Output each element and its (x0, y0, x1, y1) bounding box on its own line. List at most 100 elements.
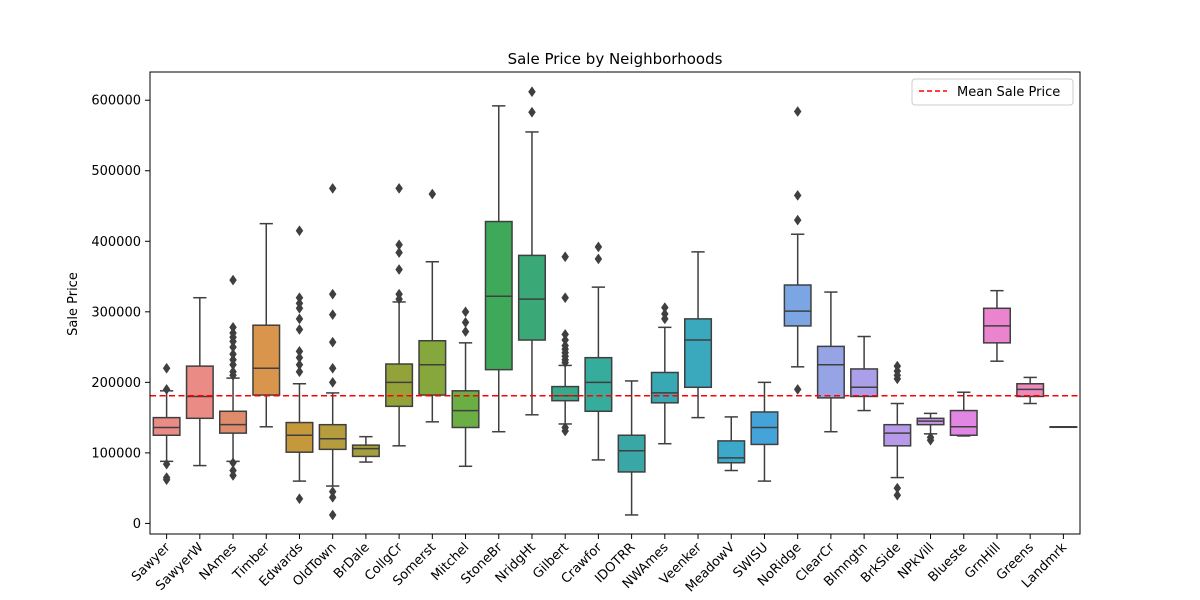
box-noridge (783, 106, 812, 395)
outlier-point (295, 297, 304, 309)
outlier-point (295, 225, 304, 237)
outlier-point (328, 486, 337, 498)
outlier-point (793, 189, 802, 201)
outlier-point (793, 383, 802, 395)
box-iqr (385, 363, 414, 408)
outlier-point (594, 241, 603, 253)
y-tick-label: 100000 (91, 446, 141, 461)
outlier-point (926, 431, 935, 443)
outlier-point (661, 302, 669, 314)
box-iqr (517, 254, 547, 341)
box-meadowv (717, 416, 746, 472)
box-swisu (750, 381, 779, 482)
outlier-point (328, 309, 337, 321)
y-tick-label: 200000 (91, 376, 141, 391)
y-tick-label: 600000 (91, 94, 141, 109)
outlier-point (395, 182, 403, 194)
box-iqr (717, 440, 746, 464)
box-grnhill (982, 289, 1012, 362)
outlier-point (528, 86, 536, 98)
box-crawfor (584, 241, 613, 461)
box-sawyer (152, 362, 181, 486)
outlier-point (295, 313, 304, 325)
outlier-point (229, 341, 237, 353)
outlier-point (328, 182, 337, 194)
y-tick-label: 400000 (91, 235, 141, 250)
outlier-point (295, 359, 304, 371)
x-tick-label: NAmes (197, 540, 240, 583)
outlier-point (328, 362, 337, 374)
box-blueste (949, 391, 978, 437)
outlier-point (229, 366, 237, 378)
box-iqr (418, 339, 447, 396)
box-iqr (219, 410, 248, 434)
box-edwards (285, 225, 314, 505)
box-somerst (418, 188, 447, 423)
y-tick-label: 500000 (91, 164, 141, 179)
outlier-point (594, 253, 603, 265)
outlier-point (461, 316, 470, 328)
outlier-point (229, 327, 237, 339)
outlier-point (395, 264, 403, 275)
box-gilbert (551, 251, 580, 437)
box-iqr (451, 390, 480, 429)
plot-frame (149, 71, 1081, 535)
outlier-point (328, 376, 337, 388)
outlier-point (793, 214, 802, 226)
outlier-point (162, 383, 171, 395)
box-names (219, 274, 248, 481)
outlier-point (229, 274, 237, 286)
box-clearcr (816, 291, 845, 433)
outlier-point (229, 457, 237, 469)
box-iqr (252, 324, 281, 396)
plot-area: 0100000200000300000400000500000600000Saw… (91, 86, 1080, 595)
outlier-point (793, 106, 802, 117)
outlier-point (661, 308, 669, 320)
outlier-point (561, 334, 569, 346)
outlier-point (295, 324, 304, 335)
outlier-point (328, 288, 337, 300)
y-tick-label: 0 (133, 517, 141, 532)
box-blmngtn (850, 335, 879, 412)
outlier-point (229, 354, 237, 366)
box-oldtown (318, 182, 347, 521)
outlier-point (561, 292, 569, 304)
outlier-point (295, 352, 304, 364)
outlier-point (295, 292, 304, 304)
outlier-point (229, 348, 237, 360)
box-landmrk (1049, 426, 1078, 429)
box-iqr (816, 345, 845, 399)
outlier-point (893, 489, 902, 501)
box-iqr (152, 416, 181, 437)
box-brdale (351, 435, 380, 463)
outlier-point (162, 472, 171, 484)
box-idotrr (617, 380, 646, 516)
box-veenker (684, 251, 713, 419)
box-nridght (517, 86, 547, 416)
box-iqr (617, 434, 646, 473)
outlier-point (328, 509, 337, 521)
y-axis-label: Sale Price (66, 272, 81, 336)
outlier-point (561, 422, 569, 433)
outlier-point (295, 493, 304, 505)
box-iqr (684, 318, 713, 389)
box-iqr (650, 371, 679, 404)
y-tick-label: 300000 (91, 305, 141, 320)
outlier-point (328, 491, 337, 503)
outlier-point (229, 321, 237, 333)
box-iqr (351, 444, 380, 458)
outlier-point (528, 106, 536, 118)
outlier-point (162, 458, 171, 470)
box-nwames (650, 302, 679, 445)
box-iqr (551, 385, 580, 402)
box-iqr (850, 368, 879, 398)
outlier-point (461, 306, 470, 318)
box-mitchel (451, 306, 480, 468)
box-sawyerw (185, 296, 214, 467)
legend-box (911, 78, 1074, 106)
box-iqr (285, 421, 314, 453)
box-iqr (584, 356, 613, 413)
box-iqr (883, 423, 912, 447)
outlier-point (395, 239, 403, 251)
